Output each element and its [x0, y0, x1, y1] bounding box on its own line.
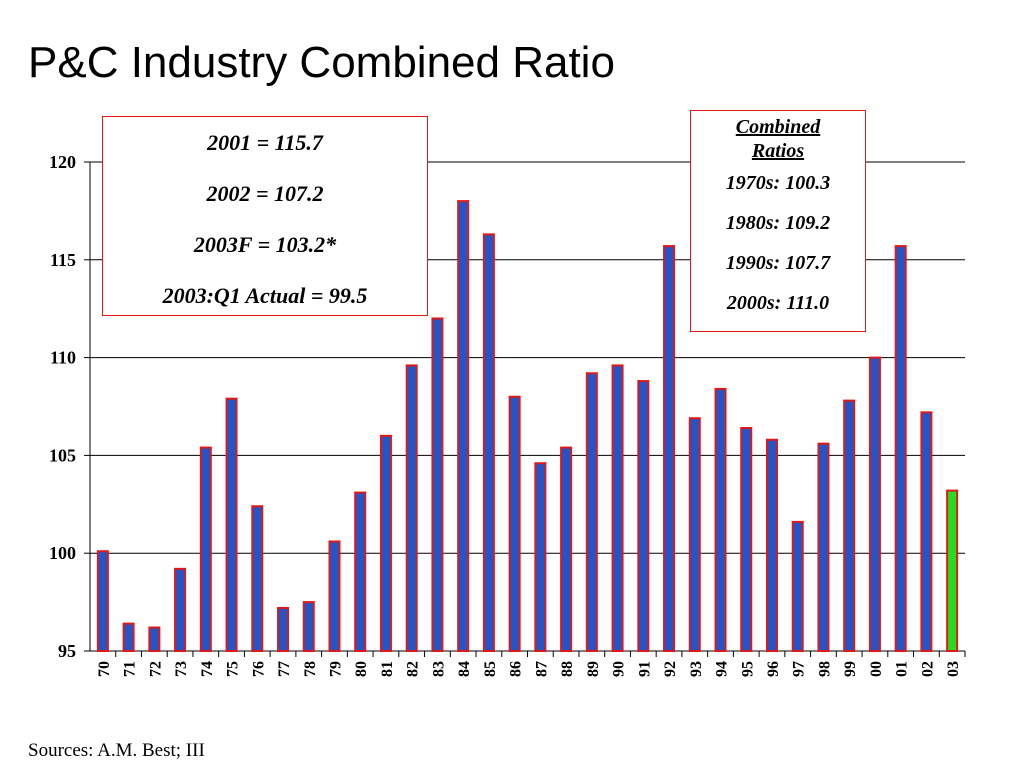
bar-84: [457, 200, 470, 652]
x-tick-label: 90: [611, 661, 628, 677]
bar-70: [96, 550, 109, 653]
bar-77: [277, 606, 290, 653]
x-tick-label: 80: [353, 661, 370, 677]
bar-90: [611, 364, 624, 652]
x-tick-label: 77: [276, 661, 293, 677]
y-tick-label: 100: [49, 543, 76, 563]
y-tick-label: 95: [58, 641, 76, 661]
y-tick-label: 115: [50, 250, 76, 270]
bar-95: [740, 427, 753, 652]
bar-72: [148, 626, 161, 653]
x-tick-label: 91: [636, 661, 653, 677]
bar-80: [354, 491, 367, 652]
x-tick-label: 72: [147, 661, 164, 677]
box-line: 2002 = 107.2: [206, 181, 324, 206]
decade-ratios-box: Combined Ratios 1970s: 100.3 1980s: 109.…: [690, 110, 866, 332]
bar-98: [817, 442, 830, 652]
x-tick-label: 75: [225, 661, 242, 677]
x-tick-label: 02: [919, 661, 936, 677]
bar-88: [560, 446, 573, 652]
x-tick-label: 87: [533, 661, 550, 677]
y-tick-label: 120: [49, 152, 76, 172]
x-tick-label: 81: [379, 661, 396, 677]
recent-ratios-box: 2001 = 115.7 2002 = 107.2 2003F = 103.2*…: [102, 116, 428, 316]
heading-line: Ratios: [751, 140, 805, 162]
x-tick-label: 88: [559, 661, 576, 677]
bar-79: [328, 540, 341, 652]
bar-93: [688, 417, 701, 652]
bar-97: [791, 520, 804, 652]
x-tick-label: 96: [765, 661, 782, 677]
x-tick-label: 92: [662, 661, 679, 677]
x-tick-label: 76: [250, 661, 267, 677]
x-tick-label: 98: [816, 661, 833, 677]
x-tick-label: 74: [199, 661, 216, 677]
bar-00: [868, 356, 881, 652]
bar-71: [122, 622, 135, 653]
x-tick-label: 71: [122, 661, 139, 677]
bar-89: [585, 372, 598, 652]
bar-02: [920, 411, 933, 653]
decade-box-heading: Combined Ratios: [691, 115, 865, 163]
x-tick-label: 97: [791, 661, 808, 677]
x-tick-label: 78: [302, 661, 319, 677]
x-tick-label: 89: [585, 661, 602, 677]
bar-74: [199, 446, 212, 652]
x-tick-label: 83: [430, 661, 447, 677]
x-tick-label: 94: [714, 661, 731, 677]
source-note: Sources: A.M. Best; III: [28, 740, 205, 761]
x-tick-label: 86: [508, 661, 525, 677]
box-line: 2003F = 103.2*: [193, 232, 337, 257]
heading-line: Combined: [735, 116, 821, 138]
x-tick-label: 95: [739, 661, 756, 677]
page-title: P&C Industry Combined Ratio: [28, 38, 615, 87]
y-tick-label: 110: [50, 348, 76, 368]
box-line: 2001 = 115.7: [207, 130, 323, 155]
y-tick-label: 105: [49, 445, 76, 465]
bar-82: [405, 364, 418, 652]
bar-76: [251, 505, 264, 653]
x-tick-label: 82: [405, 661, 422, 677]
x-tick-label: 70: [96, 661, 113, 677]
x-tick-label: 93: [688, 661, 705, 677]
decade-row: 1970s: 100.3: [725, 172, 831, 194]
bar-92: [663, 245, 676, 652]
bar-94: [714, 387, 727, 652]
x-tick-label: 01: [894, 661, 911, 677]
bar-86: [508, 395, 521, 652]
x-tick-label: 79: [327, 661, 344, 677]
x-tick-label: 03: [945, 661, 962, 677]
bar-75: [225, 397, 238, 652]
box-line: 2003:Q1 Actual = 99.5: [162, 283, 368, 308]
bar-03: [946, 489, 959, 652]
decade-row: 1980s: 109.2: [725, 212, 831, 234]
bar-83: [431, 317, 444, 652]
bar-78: [302, 601, 315, 652]
x-tick-label: 84: [456, 661, 473, 677]
bar-01: [894, 245, 907, 652]
bar-96: [765, 438, 778, 653]
x-tick-label: 73: [173, 661, 190, 677]
decade-row: 2000s: 111.0: [726, 292, 830, 314]
x-tick-label: 99: [842, 661, 859, 677]
bar-91: [637, 380, 650, 652]
bar-81: [379, 434, 392, 652]
x-tick-label: 85: [482, 661, 499, 677]
bar-73: [174, 567, 187, 653]
bar-85: [482, 233, 495, 652]
x-tick-label: 00: [868, 661, 885, 677]
bar-99: [843, 399, 856, 652]
bar-87: [534, 462, 547, 652]
decade-row: 1990s: 107.7: [725, 252, 831, 274]
